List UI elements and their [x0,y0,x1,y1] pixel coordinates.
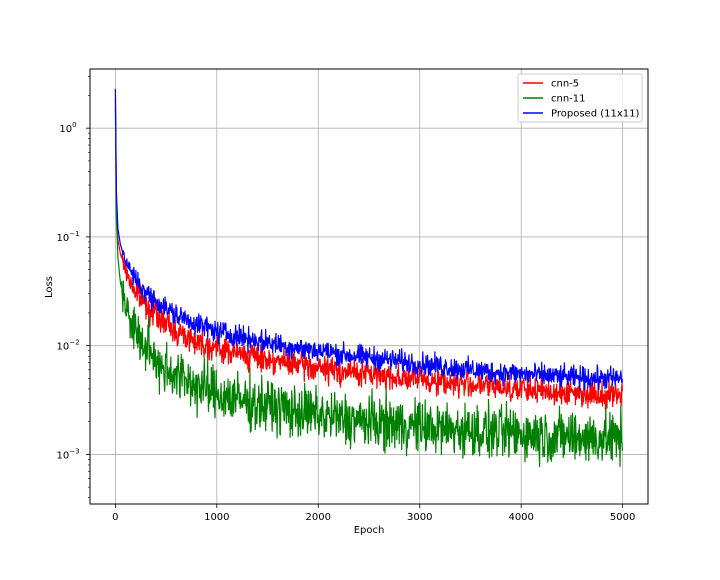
legend: cnn-5 cnn-11 Proposed (11x11) [517,73,643,123]
series-lines [114,88,623,468]
y-tick-label: 10−3 [56,447,79,461]
y-ticks: 10−3 10−2 10−1 100 [56,75,90,498]
legend-box [517,73,643,123]
x-tick-label: 0 [112,512,118,523]
x-tick-label: 5000 [610,512,635,523]
legend-label: Proposed (11x11) [551,109,639,120]
series-line-cnn-5 [114,97,623,411]
legend-label: cnn-5 [551,79,579,90]
x-axis-label: Epoch [354,525,385,536]
x-tick-label: 4000 [508,512,533,523]
x-ticks: 0 1000 2000 3000 4000 5000 [112,504,635,523]
y-tick-label: 100 [59,121,76,135]
plot-frame [89,68,649,505]
series-line-cnn-11 [114,105,623,468]
series-line-proposed-11x11 [114,88,623,391]
y-tick-label: 10−1 [56,230,79,244]
legend-label: cnn-11 [551,94,586,105]
y-axis-label: Loss [44,276,55,298]
y-tick-label: 10−2 [56,339,79,353]
x-tick-label: 2000 [306,512,331,523]
grid [90,69,648,504]
x-tick-label: 1000 [204,512,229,523]
x-tick-label: 3000 [407,512,432,523]
